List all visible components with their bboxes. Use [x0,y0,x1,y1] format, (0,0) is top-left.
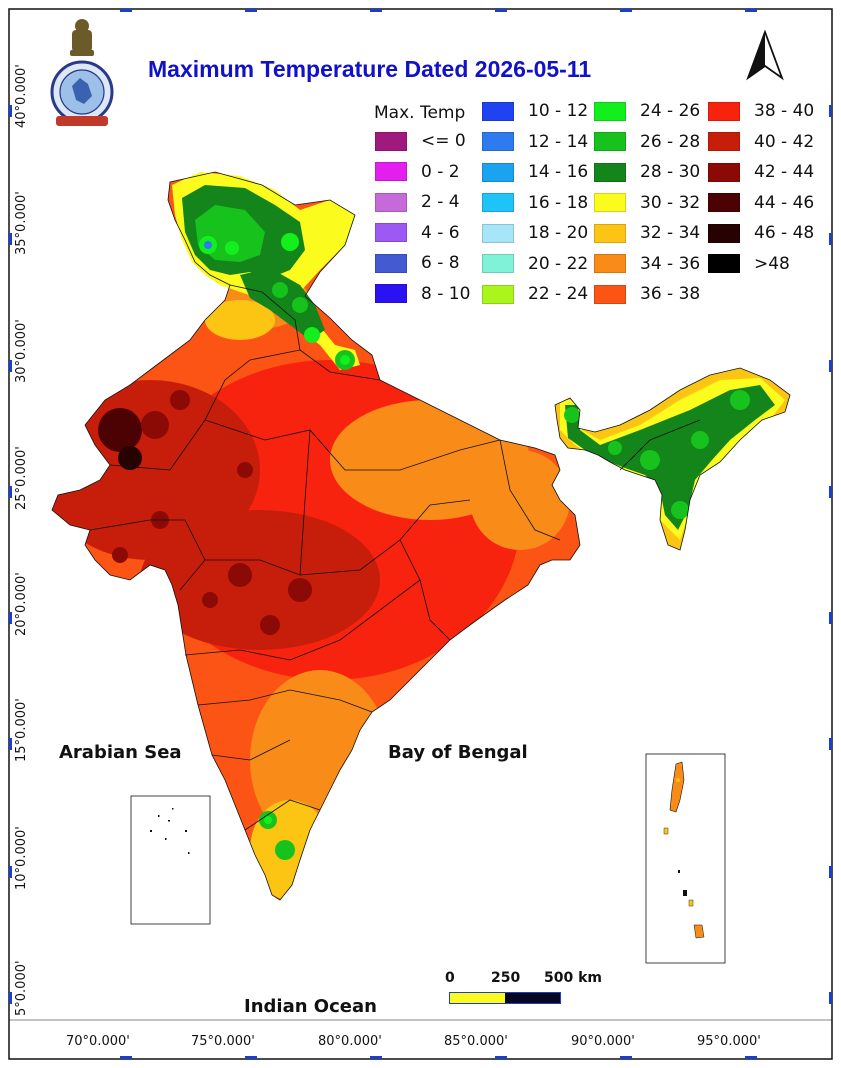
legend-label: 32 - 34 [640,223,701,243]
legend-item: 4 - 6 [375,219,460,247]
legend-label: <= 0 [421,131,466,151]
legend-swatch [482,223,514,243]
legend-label: 14 - 16 [528,162,589,182]
legend-label: 30 - 32 [640,192,701,213]
legend-swatch [375,162,407,181]
legend-swatch [594,254,626,273]
legend-label: 44 - 46 [754,192,815,213]
legend-label: 42 - 44 [754,162,815,182]
legend-swatch [594,284,626,304]
legend-item: 40 - 42 [708,128,814,156]
map-title: Maximum Temperature Dated 2026-05-11 [148,56,592,82]
legend-item: >48 [708,250,790,278]
legend-swatch [482,101,514,121]
legend-label: 38 - 40 [754,101,815,121]
indian-ocean-label: Indian Ocean [244,996,377,1017]
lon-label: 85°0.000' [444,1034,508,1049]
legend-swatch [482,254,514,273]
legend-swatch [482,162,514,182]
legend-item: 14 - 16 [482,158,588,186]
legend-item: 24 - 26 [594,97,700,125]
lon-label: 70°0.000' [66,1034,130,1049]
lon-label: 80°0.000' [318,1034,382,1049]
legend-item: <= 0 [375,127,466,155]
imd-emblem-icon [50,19,114,126]
legend-swatch [375,192,407,212]
legend-swatch [708,223,740,243]
legend-item: 0 - 2 [375,158,460,186]
legend-swatch [594,223,626,243]
legend-swatch [594,132,626,151]
legend-title: Max. Temp [374,103,466,123]
legend-swatch [375,253,407,273]
legend-label: 10 - 12 [528,101,589,121]
legend-item: 12 - 14 [482,128,588,156]
legend-item: 20 - 22 [482,250,588,278]
legend-item: 38 - 40 [708,97,814,125]
legend-label: 6 - 8 [421,253,460,273]
legend-item: 22 - 24 [482,280,588,308]
legend-label: 26 - 28 [640,131,701,152]
legend-item: 42 - 44 [708,158,814,186]
legend-item: 10 - 12 [482,97,588,125]
scale-label: 500 km [544,970,602,986]
legend-swatch [708,162,740,182]
legend-item: 16 - 18 [482,189,588,217]
legend-label: 2 - 4 [421,192,460,212]
legend-label: 16 - 18 [528,192,589,213]
lon-label: 95°0.000' [697,1034,761,1049]
legend-swatch [708,254,740,273]
legend-item: 32 - 34 [594,219,700,247]
legend-label: 34 - 36 [640,253,701,274]
legend-label: 46 - 48 [754,223,815,243]
legend-label: 4 - 6 [421,222,460,243]
arabian-sea-label: Arabian Sea [59,742,182,763]
legend-swatch [375,284,407,303]
legend-swatch [375,131,407,151]
legend-label: >48 [754,253,790,274]
legend-label: 22 - 24 [528,284,589,304]
legend-label: 36 - 38 [640,284,701,304]
legend-swatch [482,132,514,151]
lon-label: 75°0.000' [191,1034,255,1049]
legend-item: 18 - 20 [482,219,588,247]
legend-label: 24 - 26 [640,101,701,121]
legend-label: 28 - 30 [640,162,701,182]
legend-item: 6 - 8 [375,249,460,277]
legend-swatch [375,223,407,242]
legend-swatch [708,193,740,212]
legend-item: 8 - 10 [375,280,470,308]
legend-item: 2 - 4 [375,188,460,216]
scale-bar [449,992,561,1004]
legend-label: 0 - 2 [421,161,460,182]
legend-swatch [594,193,626,212]
legend-label: 40 - 42 [754,131,815,152]
legend-swatch [708,101,740,121]
legend-item: 26 - 28 [594,128,700,156]
legend-item: 44 - 46 [708,189,814,217]
lon-label: 90°0.000' [571,1034,635,1049]
legend-label: 20 - 22 [528,253,589,274]
bay-of-bengal-label: Bay of Bengal [388,742,528,763]
legend-item: 34 - 36 [594,250,700,278]
legend-item: 28 - 30 [594,158,700,186]
legend-swatch [594,162,626,182]
scale-label: 250 [491,970,521,986]
legend-item: 46 - 48 [708,219,814,247]
legend-label: 8 - 10 [421,283,471,304]
legend-swatch [708,132,740,151]
legend-swatch [594,101,626,121]
scale-bar-segment [450,993,505,1003]
legend-item: 30 - 32 [594,189,700,217]
scale-bar-segment [505,993,560,1003]
legend-swatch [482,193,514,212]
scale-label: 0 [445,970,455,986]
legend-label: 18 - 20 [528,223,589,243]
legend-label: 12 - 14 [528,131,589,152]
legend-item: 36 - 38 [594,280,700,308]
legend-swatch [482,284,514,304]
north-arrow-icon [746,30,784,81]
